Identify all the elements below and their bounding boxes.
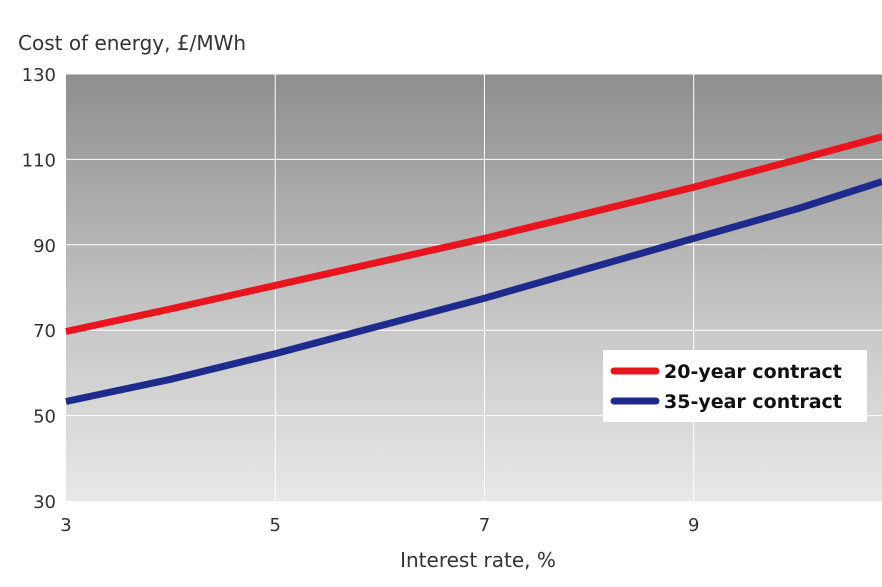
x-axis-label: Interest rate, % — [400, 548, 556, 572]
y-tick-label: 130 — [22, 65, 56, 86]
plot-area — [66, 74, 882, 501]
series-line-35-year — [65, 178, 882, 405]
x-tick-labels: 3 5 7 9 — [60, 515, 699, 536]
x-tick-label: 7 — [479, 515, 490, 536]
y-tick-label: 30 — [33, 492, 56, 513]
y-tick-label: 50 — [33, 407, 56, 428]
y-tick-label: 70 — [33, 321, 56, 342]
x-tick-label: 3 — [60, 515, 71, 536]
x-tick-label: 9 — [688, 515, 699, 536]
y-tick-label: 90 — [33, 236, 56, 257]
legend-label-35-year: 35-year contract — [664, 391, 842, 413]
x-tick-label: 5 — [270, 515, 281, 536]
y-tick-label: 110 — [22, 150, 56, 171]
y-tick-labels: 30 50 70 90 110 130 — [22, 65, 56, 513]
legend-box — [603, 350, 867, 422]
legend: 20-year contract 35-year contract — [603, 350, 867, 422]
series-lines — [65, 133, 882, 405]
legend-label-20-year: 20-year contract — [664, 361, 842, 383]
y-axis-label: Cost of energy, £/MWh — [18, 31, 246, 55]
series-line-20-year — [65, 133, 882, 335]
